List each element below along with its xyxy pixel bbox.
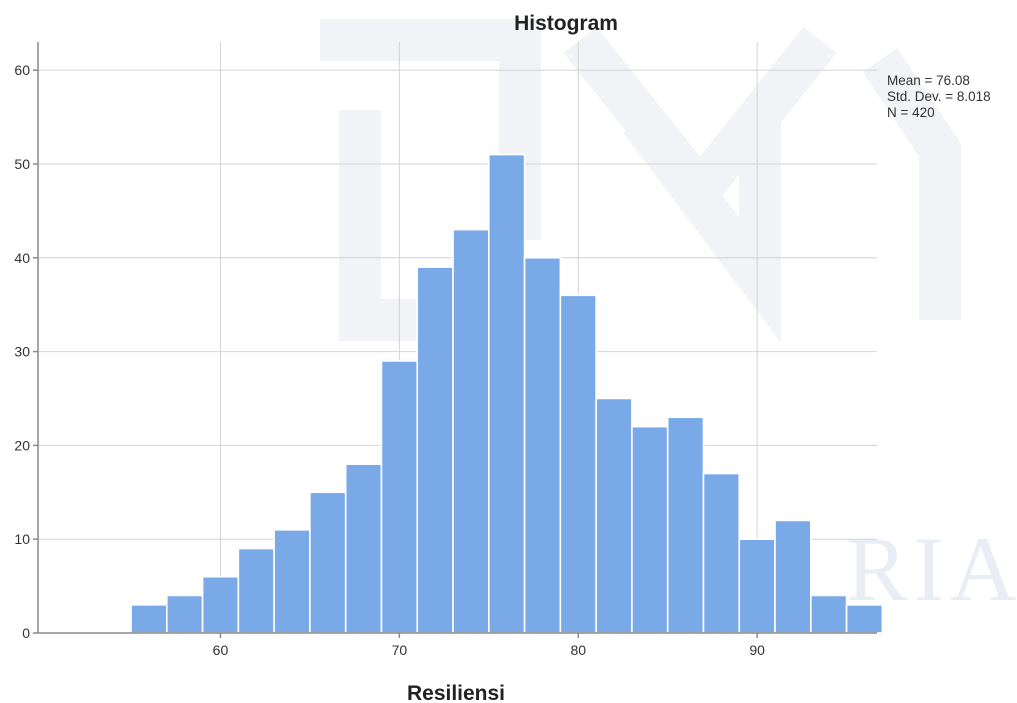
histogram-bars [130,153,884,634]
histogram-bar [702,472,741,634]
histogram-bar [738,538,776,634]
histogram-bar [631,425,669,634]
x-tick-label: 60 [213,642,229,658]
chart-title: Histogram [514,12,618,35]
y-tick-label: 40 [14,250,30,266]
histogram-bar [309,491,347,634]
y-tick-label: 50 [14,156,30,172]
histogram-bar [273,529,311,634]
stat-mean: Mean = 76.08 [887,73,970,88]
stat-n: N = 420 [887,105,935,120]
histogram-bar [130,604,168,634]
histogram-bar [416,266,454,634]
x-tick-label: 70 [392,642,408,658]
histogram-bar [559,294,597,634]
x-tick-label: 80 [570,642,586,658]
x-tick-label: 90 [749,642,765,658]
y-tick-label: 20 [14,437,30,453]
y-tick-label: 30 [14,344,30,360]
watermark-emblem [320,19,961,343]
histogram-bar [666,416,705,634]
y-tick-label: 0 [22,625,30,641]
histogram-bar [595,397,633,634]
histogram-bar [201,575,240,634]
histogram-bar [166,594,204,634]
histogram-bar [237,547,275,634]
y-tick-label: 10 [14,531,30,547]
stats-box: Mean = 76.08 Std. Dev. = 8.018 N = 420 [887,73,991,120]
axes [33,42,877,638]
histogram-bar [488,153,526,634]
histogram-bar [845,604,884,634]
histogram-bar [774,519,812,634]
histogram-bar [523,256,562,634]
histogram-bar [380,360,419,634]
y-tick-label: 60 [14,62,30,78]
stat-std-dev: Std. Dev. = 8.018 [887,89,991,104]
x-axis-label: Resiliensi [407,682,505,703]
x-tick-labels: 60 70 80 90 [213,642,765,658]
histogram-bar [452,228,490,634]
histogram-bar [810,594,848,634]
histogram-bar [344,463,383,634]
y-tick-labels: 0 10 20 30 40 50 60 [14,62,30,641]
